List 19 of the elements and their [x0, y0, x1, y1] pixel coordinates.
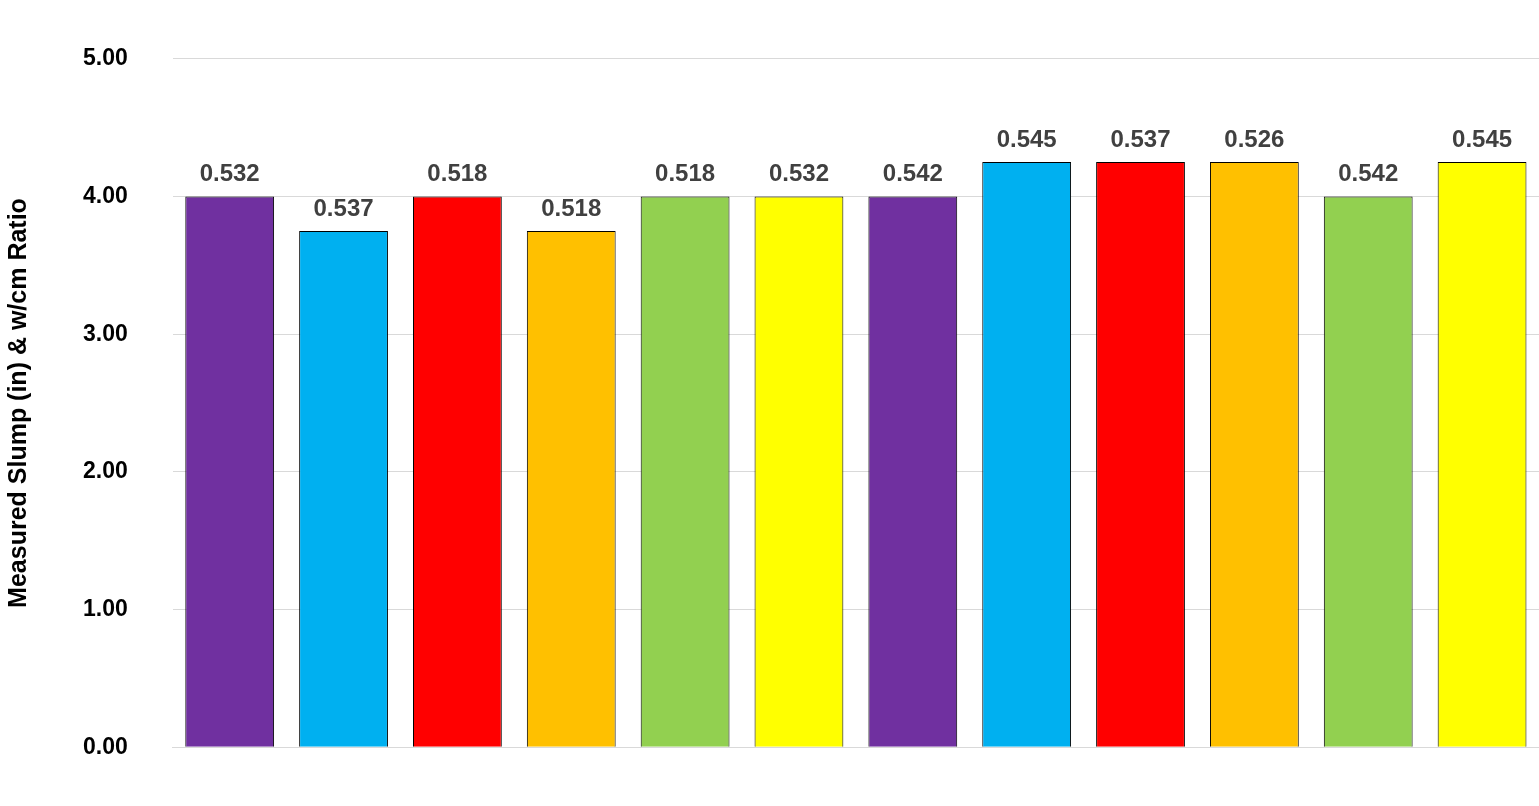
y-tick-label: 3.00 [83, 319, 128, 346]
y-tick-label: 2.00 [83, 457, 128, 484]
y-tick-label: 1.00 [83, 594, 128, 621]
annotation: 0.518 [427, 159, 488, 187]
annotation: 0.532 [199, 159, 260, 187]
annotation: 0.518 [541, 193, 602, 221]
annotation: 0.545 [996, 124, 1057, 152]
annotation: 0.532 [768, 159, 829, 187]
annotation: 0.518 [655, 159, 716, 187]
annotation: 0.542 [1338, 159, 1399, 187]
annotation: 0.537 [1110, 124, 1171, 152]
y-axis-title: Measured Slump (in) & w/cm Ratio [2, 198, 31, 608]
y-tick-label: 5.00 [83, 44, 128, 71]
y-tick-label: 0.00 [83, 732, 128, 759]
annotation: 0.542 [882, 159, 943, 187]
annotation: 0.537 [313, 193, 374, 221]
y-tick-label: 4.00 [83, 181, 128, 208]
annotation: 0.545 [1452, 124, 1513, 152]
annotation: 0.526 [1224, 124, 1285, 152]
